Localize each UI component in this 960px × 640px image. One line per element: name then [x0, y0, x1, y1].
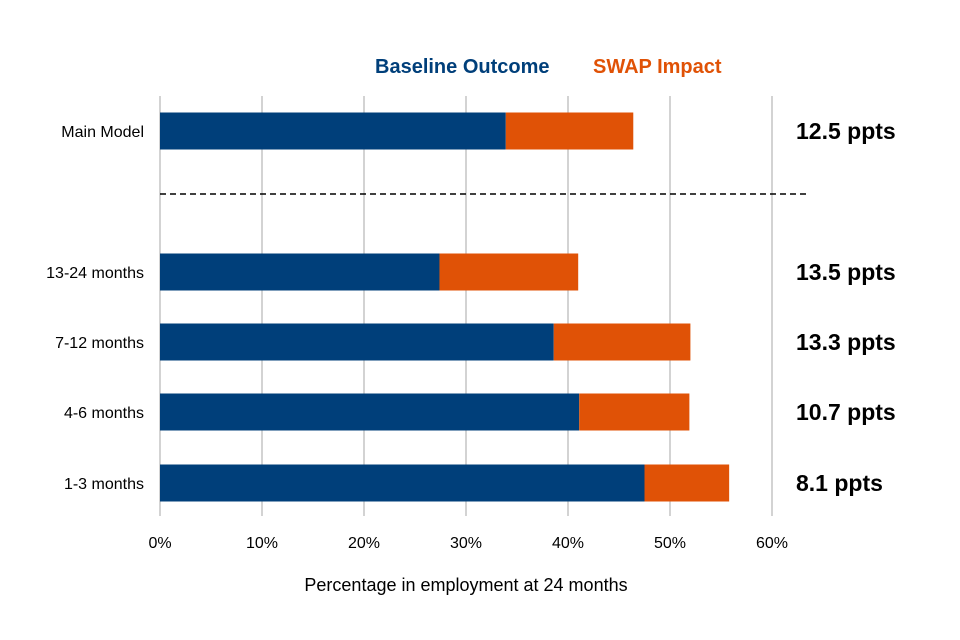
- bar-swap-impact: [579, 393, 690, 431]
- impact-label: 12.5 ppts: [796, 118, 896, 144]
- bar-baseline-outcome: [160, 393, 580, 431]
- legend-swap-impact: SWAP Impact: [593, 56, 722, 78]
- x-tick-label: 40%: [552, 535, 584, 552]
- legend: Baseline Outcome SWAP Impact: [0, 56, 960, 84]
- x-tick-label: 30%: [450, 535, 482, 552]
- x-tick-label: 20%: [348, 535, 380, 552]
- legend-baseline-outcome: Baseline Outcome: [375, 56, 550, 78]
- x-tick-labels: 0% 10% 20% 30% 40% 50% 60%: [148, 535, 788, 552]
- bar-swap-impact: [644, 464, 730, 502]
- impact-label: 8.1 ppts: [796, 470, 883, 496]
- bar-swap-impact: [505, 112, 634, 150]
- category-label: 13-24 months: [46, 265, 144, 282]
- x-tick-label: 60%: [756, 535, 788, 552]
- x-tick-label: 50%: [654, 535, 686, 552]
- gridlines: [159, 96, 773, 516]
- impact-annotations: 12.5 ppts 13.5 ppts 13.3 ppts 10.7 ppts 8.1 …: [796, 118, 896, 496]
- category-label: 7-12 months: [55, 335, 144, 352]
- category-label: 1-3 months: [64, 476, 144, 493]
- bar-swap-impact: [553, 323, 691, 361]
- x-axis-title: Percentage in employment at 24 months: [304, 575, 627, 595]
- bars: [160, 112, 730, 502]
- category-labels: Main Model 13-24 months 7-12 months 4-6 mon…: [46, 124, 144, 493]
- impact-label: 10.7 ppts: [796, 399, 896, 425]
- impact-label: 13.3 ppts: [796, 329, 896, 355]
- bar-baseline-outcome: [160, 464, 645, 502]
- x-tick-label: 0%: [148, 535, 171, 552]
- x-tick-label: 10%: [246, 535, 278, 552]
- impact-label: 13.5 ppts: [796, 259, 896, 285]
- bar-baseline-outcome: [160, 323, 554, 361]
- bar-swap-impact: [439, 253, 579, 291]
- category-label: 4-6 months: [64, 405, 144, 422]
- bar-baseline-outcome: [160, 253, 440, 291]
- category-label: Main Model: [61, 124, 144, 141]
- bar-baseline-outcome: [160, 112, 506, 150]
